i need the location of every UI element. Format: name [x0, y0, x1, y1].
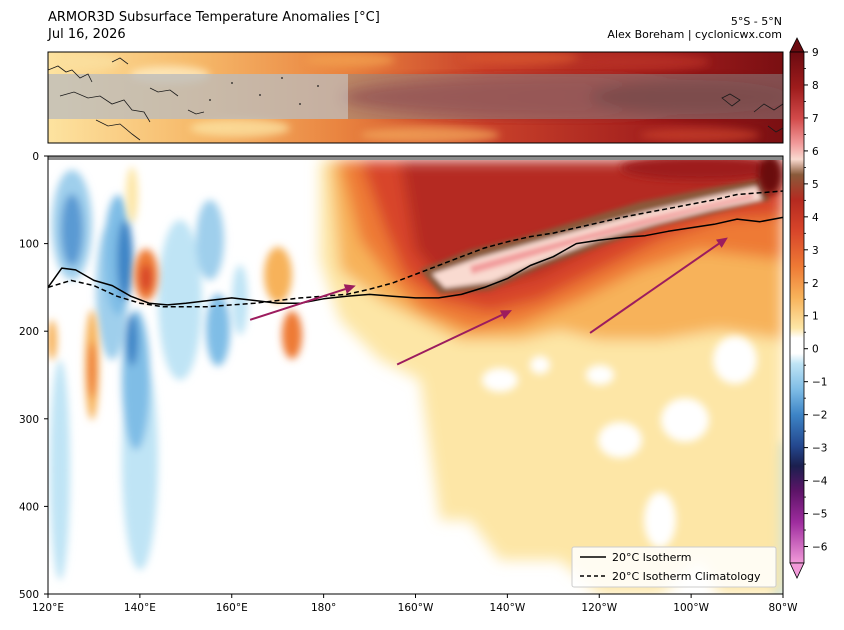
colorbar-tick-label: 4: [812, 212, 819, 224]
colorbar-tick-label: 7: [812, 113, 819, 125]
x-tick-label: 120°W: [581, 602, 617, 614]
colorbar-tick-label: −5: [812, 509, 827, 521]
x-tick-label: 80°W: [769, 602, 799, 614]
chart-date: Jul 16, 2026: [48, 27, 126, 42]
x-tick-label: 120°E: [32, 602, 64, 614]
region-label: 5°S - 5°N: [730, 15, 782, 28]
colorbar-tick-label: 5: [812, 179, 819, 191]
colorbar-tick-label: −4: [812, 476, 828, 488]
colorbar-tick-label: 0: [812, 344, 819, 356]
map-frame: [47, 51, 784, 144]
kelvin-wave-arrow: [589, 237, 728, 334]
x-tick-label: 160°E: [216, 602, 248, 614]
colorbar-tick-label: −3: [812, 443, 827, 455]
x-tick-label: 180°: [311, 602, 336, 614]
y-tick-label: 400: [19, 501, 39, 513]
colorbar-tick-label: −6: [812, 542, 828, 554]
colorbar-tick-label: 8: [812, 80, 819, 92]
colorbar: 9 8 7 6 5 4 3 2 1 0 −1 −2 −3 −4 −5 −6: [789, 37, 828, 579]
y-tick-label: 500: [19, 589, 39, 601]
colorbar-tick-label: 9: [812, 47, 819, 59]
colorbar-tick-label: 2: [812, 278, 819, 290]
colorbar-gradient: [789, 51, 805, 564]
legend-label-climatology: 20°C Isotherm Climatology: [612, 570, 761, 583]
colorbar-tick-label: −2: [812, 410, 827, 422]
x-tick-label: 140°W: [490, 602, 526, 614]
y-tick-label: 0: [32, 151, 39, 163]
isotherm-climatology-line: [48, 190, 783, 308]
coastlines: [48, 57, 783, 141]
chart-title: ARMOR3D Subsurface Temperature Anomalies…: [48, 10, 380, 25]
kelvin-wave-arrow: [396, 310, 512, 366]
legend-label-isotherm: 20°C Isotherm: [612, 551, 691, 564]
colorbar-tick-label: 6: [812, 146, 819, 158]
colorbar-tick-label: −1: [812, 377, 827, 389]
y-tick-label: 200: [19, 326, 39, 338]
y-axis: 0 100 200 300 400 500: [19, 151, 48, 601]
legend: 20°C Isotherm 20°C Isotherm Climatology: [571, 546, 777, 588]
colorbar-extend-top: [789, 37, 805, 53]
kelvin-wave-arrow: [249, 284, 356, 321]
colorbar-tick-label: 3: [812, 245, 819, 257]
colorbar-tick-label: 1: [812, 311, 819, 323]
x-axis: 120°E 140°E 160°E 180° 160°W 140°W 120°W 100°W 8…: [32, 594, 798, 614]
heatmap-field: [48, 156, 783, 594]
x-tick-label: 160°W: [398, 602, 434, 614]
x-tick-label: 140°E: [124, 602, 156, 614]
credit-label: Alex Boreham | cyclonicwx.com: [607, 28, 782, 41]
y-tick-label: 100: [19, 239, 39, 251]
colorbar-extend-bottom: [789, 562, 805, 579]
y-tick-label: 300: [19, 414, 39, 426]
isotherm-line: [48, 216, 783, 306]
x-tick-label: 100°W: [673, 602, 709, 614]
